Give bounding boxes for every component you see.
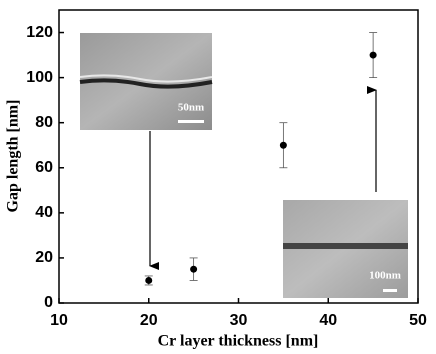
inset-edge — [79, 74, 213, 83]
point — [190, 265, 198, 273]
x-tick-label: 10 — [50, 312, 68, 329]
x-axis-label: Cr layer thickness [nm] — [158, 333, 319, 350]
inset-gap — [79, 78, 213, 89]
scale-bar — [178, 120, 204, 123]
y-tick-label: 120 — [26, 24, 53, 41]
y-tick-label: 80 — [35, 114, 53, 131]
x-tick-label: 50 — [409, 312, 427, 329]
scale-label: 100nm — [369, 270, 401, 282]
point — [279, 141, 287, 149]
y-tick-label: 60 — [35, 159, 53, 176]
x-tick-label: 30 — [230, 312, 248, 329]
point — [145, 276, 153, 284]
y-tick-label: 100 — [26, 69, 53, 86]
x-tick-label: 40 — [319, 312, 337, 329]
y-axis-label: Gap length [nm] — [5, 100, 22, 213]
inset-bottom: 100nm — [283, 200, 408, 298]
y-tick-label: 40 — [35, 204, 53, 221]
y-tick-label: 0 — [44, 294, 53, 311]
inset-gap — [283, 243, 408, 249]
inset-top: 50nm — [79, 33, 213, 130]
scale-bar — [383, 289, 397, 292]
scale-label: 50nm — [178, 102, 204, 114]
y-tick-label: 20 — [35, 249, 53, 266]
point — [369, 51, 377, 59]
x-tick-label: 20 — [140, 312, 158, 329]
